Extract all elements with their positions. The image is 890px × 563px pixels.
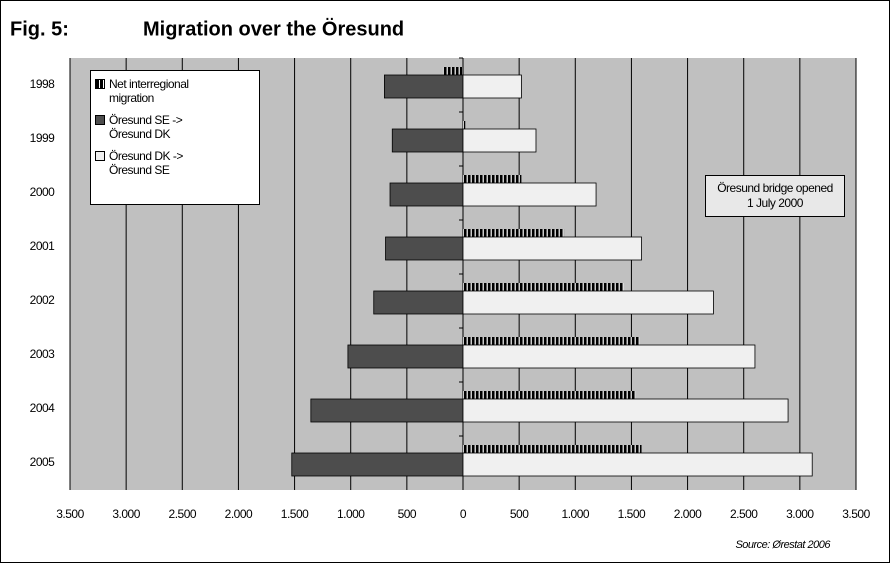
bar <box>291 452 464 477</box>
y-tick-label: 2002 <box>30 293 56 307</box>
y-tick-label: 1998 <box>30 77 56 91</box>
bar <box>463 337 640 345</box>
legend-label: Öresund SE -> Öresund DK <box>109 113 183 141</box>
y-tick-label: 2001 <box>30 239 56 253</box>
legend-label: Öresund DK -> Öresund SE <box>109 149 183 177</box>
figure-label: Fig. 5: <box>10 18 69 40</box>
x-tick-label: 1.500 <box>281 507 309 521</box>
legend: Net interregional migration Öresund SE ->… <box>90 70 260 205</box>
x-tick-label: 2.000 <box>225 507 253 521</box>
legend-swatch <box>95 79 105 89</box>
x-tick-label: 2.500 <box>169 507 197 521</box>
y-tick-label: 2005 <box>30 455 56 469</box>
bar <box>463 445 642 453</box>
y-tick-label: 2003 <box>30 347 56 361</box>
bar <box>462 398 789 423</box>
y-tick-label: 2000 <box>30 185 56 199</box>
bar <box>383 74 464 99</box>
bar <box>442 67 463 75</box>
legend-item: Net interregional migration <box>95 77 255 105</box>
legend-swatch <box>95 151 105 161</box>
legend-item: Öresund DK -> Öresund SE <box>95 149 255 177</box>
bar <box>462 344 756 369</box>
bar <box>391 128 464 153</box>
y-tick-label: 1999 <box>30 131 56 145</box>
bar <box>347 344 464 369</box>
annotation: Öresund bridge opened 1 July 2000 <box>705 175 845 217</box>
bar <box>462 128 537 153</box>
x-tick-label: 1.000 <box>337 507 365 521</box>
x-tick-label: 3.000 <box>112 507 140 521</box>
bar <box>463 121 466 129</box>
x-tick-label: 1.500 <box>618 507 646 521</box>
x-tick-label: 3.500 <box>842 507 870 521</box>
source: Source: Ørestat 2006 <box>735 539 831 551</box>
bar <box>463 391 636 399</box>
x-tick-label: 2.500 <box>730 507 758 521</box>
bar <box>462 236 642 261</box>
bar <box>463 229 565 237</box>
legend-swatch <box>95 115 105 125</box>
x-tick-label: 1.000 <box>562 507 590 521</box>
bar <box>462 182 597 207</box>
bar <box>462 290 714 315</box>
bar <box>310 398 464 423</box>
bar <box>462 74 522 99</box>
legend-label: Net interregional migration <box>109 77 189 105</box>
bar <box>463 175 522 183</box>
x-tick-label: 3.000 <box>786 507 814 521</box>
x-tick-label: 500 <box>510 507 529 521</box>
bar <box>389 182 464 207</box>
x-tick-label: 3.500 <box>56 507 84 521</box>
bar <box>373 290 464 315</box>
chart-title: Migration over the Öresund <box>143 17 404 40</box>
y-tick-label: 2004 <box>30 401 56 415</box>
x-tick-label: 2.000 <box>674 507 702 521</box>
x-tick-label: 500 <box>398 507 417 521</box>
legend-item: Öresund SE -> Öresund DK <box>95 113 255 141</box>
bar <box>385 236 464 261</box>
bar <box>462 452 813 477</box>
x-tick-label: 0 <box>460 507 467 521</box>
bar <box>463 283 624 291</box>
